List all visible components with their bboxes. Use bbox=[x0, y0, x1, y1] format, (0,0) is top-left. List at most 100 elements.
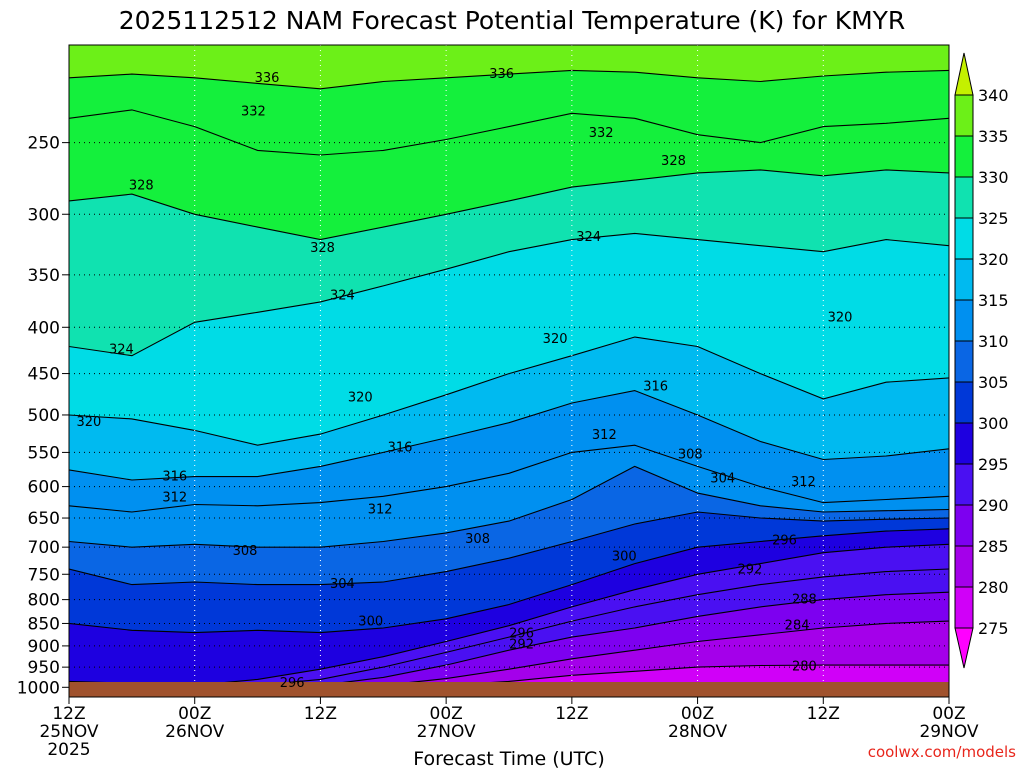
isentrope-label: 328 bbox=[310, 241, 335, 256]
y-tick-label: 450 bbox=[28, 365, 60, 385]
theta-bands bbox=[69, 45, 949, 697]
colorbar-swatch bbox=[954, 422, 974, 465]
x-tick-label: 00Z bbox=[178, 704, 211, 724]
isentrope-316 bbox=[69, 390, 949, 481]
isentrope-label: 316 bbox=[388, 440, 413, 455]
colorbar-swatch bbox=[954, 217, 974, 260]
x-tick-label: 00Z bbox=[681, 704, 714, 724]
y-tick-label: 800 bbox=[28, 591, 60, 611]
y-tick-label: 250 bbox=[28, 134, 60, 154]
colorbar: 275 280 285 290 295 300 305 310 315 320 325 330 335 3… bbox=[954, 52, 1009, 669]
colorbar-swatch bbox=[954, 545, 974, 588]
y-tick-label: 400 bbox=[28, 318, 60, 338]
plot-frame bbox=[68, 44, 950, 698]
isentrope-label: 288 bbox=[792, 593, 817, 608]
y-axis: 250 300 350 400 450 500 550 600 650 700 750 800 850 9… bbox=[17, 134, 69, 698]
y-tick-label: 300 bbox=[28, 205, 60, 225]
x-tick-date: 29NOV bbox=[919, 722, 978, 742]
isentrope-label: 304 bbox=[330, 577, 355, 592]
x-axis-label: Forecast Time (UTC) bbox=[413, 748, 604, 768]
y-tick-label: 850 bbox=[28, 614, 60, 634]
x-tick-year: 2025 bbox=[47, 740, 90, 760]
colorbar-swatch bbox=[954, 340, 974, 383]
isentrope-label: 320 bbox=[348, 390, 373, 405]
isentrope-label: 320 bbox=[76, 415, 101, 430]
isentrope-label: 312 bbox=[162, 491, 187, 506]
isentrope-332 bbox=[69, 109, 949, 156]
y-tick-label: 950 bbox=[28, 658, 60, 678]
isentrope-label: 320 bbox=[543, 332, 568, 347]
isentrope-label: 312 bbox=[368, 502, 393, 517]
colorbar-label: 290 bbox=[978, 496, 1009, 515]
isentrope-label: 300 bbox=[358, 615, 383, 630]
colorbar-swatch bbox=[954, 504, 974, 547]
colorbar-swatch bbox=[954, 258, 974, 301]
credit-text: coolwx.com/models bbox=[868, 743, 1016, 761]
x-tick-label: 12Z bbox=[555, 704, 588, 724]
isentrope-label: 320 bbox=[828, 310, 853, 325]
colorbar-label: 275 bbox=[978, 619, 1009, 638]
isentrope-312 bbox=[69, 444, 949, 513]
x-tick-label: 12Z bbox=[807, 704, 840, 724]
y-tick-label: 500 bbox=[28, 406, 60, 426]
y-tick-label: 900 bbox=[28, 637, 60, 657]
isentrope-label: 328 bbox=[661, 154, 686, 169]
isentrope-labels: 336 336 332 332 328 328 328 324 324 324 320 320 320 3… bbox=[76, 67, 852, 691]
isentrope-label: 292 bbox=[509, 638, 534, 653]
x-tick-date: 28NOV bbox=[668, 722, 727, 742]
isentrope-label: 308 bbox=[465, 532, 490, 547]
colorbar-label: 325 bbox=[978, 209, 1009, 228]
x-tick-label: 00Z bbox=[932, 704, 965, 724]
isentrope-328 bbox=[69, 169, 949, 241]
isentrope-label: 324 bbox=[576, 230, 601, 245]
isentrope-label: 284 bbox=[785, 618, 810, 633]
isentrope-label: 280 bbox=[792, 659, 817, 674]
isentrope-label: 308 bbox=[678, 448, 703, 463]
colorbar-label: 315 bbox=[978, 291, 1009, 310]
y-tick-label: 350 bbox=[28, 266, 60, 286]
isentrope-label: 324 bbox=[109, 342, 134, 357]
isentrope-label: 336 bbox=[255, 71, 280, 86]
isentrope-label: 292 bbox=[738, 563, 763, 578]
colorbar-low-triangle bbox=[954, 627, 974, 669]
isentrope-308 bbox=[69, 465, 949, 548]
isentrope-label: 312 bbox=[791, 475, 816, 490]
isentrope-336 bbox=[69, 69, 949, 90]
colorbar-swatch bbox=[954, 463, 974, 506]
isentrope-label: 328 bbox=[129, 179, 154, 194]
band-336 bbox=[69, 45, 949, 89]
isentrope-300 bbox=[69, 528, 949, 634]
chart-title: 2025112512 NAM Forecast Potential Temper… bbox=[119, 6, 906, 35]
isentrope-324 bbox=[69, 232, 949, 357]
y-tick-label: 750 bbox=[28, 565, 60, 585]
y-tick-label: 600 bbox=[28, 478, 60, 498]
grid-lines bbox=[69, 45, 949, 697]
isentrope-label: 324 bbox=[330, 289, 355, 304]
colorbar-label: 280 bbox=[978, 578, 1009, 597]
plot-area: 336 336 332 332 328 328 328 324 324 324 320 320 320 3… bbox=[69, 45, 949, 697]
colorbar-high-triangle bbox=[954, 52, 974, 96]
y-tick-label: 650 bbox=[28, 509, 60, 529]
colorbar-swatch bbox=[954, 586, 974, 629]
isentrope-label: 304 bbox=[710, 472, 735, 487]
isentrope-label: 296 bbox=[509, 626, 534, 641]
x-tick-label: 12Z bbox=[52, 704, 85, 724]
isentrope-label: 296 bbox=[772, 533, 797, 548]
colorbar-swatch bbox=[954, 176, 974, 219]
colorbar-label: 295 bbox=[978, 455, 1009, 474]
isentrope-304 bbox=[69, 511, 949, 586]
x-tick-date: 25NOV bbox=[39, 722, 98, 742]
isentrope-label: 336 bbox=[489, 67, 514, 82]
colorbar-label: 330 bbox=[978, 168, 1009, 187]
colorbar-swatch bbox=[954, 135, 974, 178]
isentrope-label: 316 bbox=[643, 379, 668, 394]
x-tick-date: 26NOV bbox=[165, 722, 224, 742]
x-tick-label: 12Z bbox=[304, 704, 337, 724]
isentrope-label: 332 bbox=[589, 126, 614, 141]
y-tick-label: 700 bbox=[28, 538, 60, 558]
colorbar-label: 300 bbox=[978, 414, 1009, 433]
colorbar-label: 335 bbox=[978, 127, 1009, 146]
isentrope-label: 316 bbox=[162, 470, 187, 485]
